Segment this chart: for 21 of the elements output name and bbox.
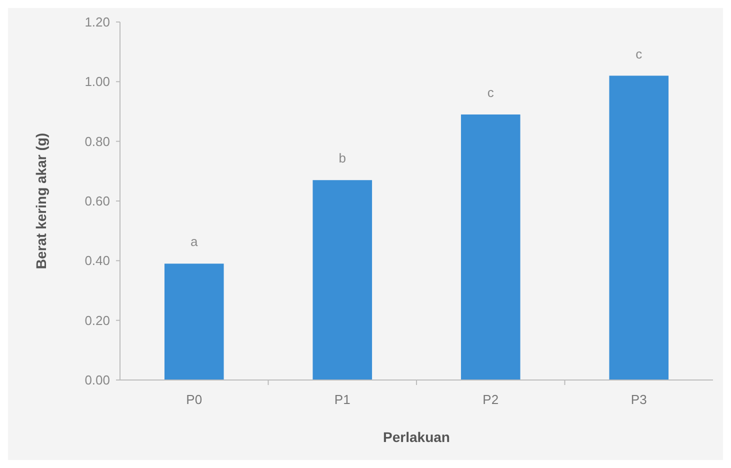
annotation: c bbox=[487, 85, 494, 100]
y-tick-label: 0.00 bbox=[84, 372, 110, 388]
x-tick-label: P1 bbox=[334, 392, 350, 407]
y-tick-label: 1.00 bbox=[84, 74, 110, 90]
annotation: b bbox=[338, 150, 346, 166]
x-tick-label: P2 bbox=[482, 392, 499, 407]
x-axis-title: Perlakuan bbox=[383, 429, 450, 445]
y-axis-title: Berat kering akar (g) bbox=[33, 132, 49, 270]
y-tick-label: 0.20 bbox=[84, 312, 110, 328]
x-tick-label: P3 bbox=[630, 392, 647, 407]
y-tick-label: 0.80 bbox=[84, 134, 110, 149]
bar bbox=[164, 264, 224, 380]
y-tick-label: 0.60 bbox=[84, 194, 110, 209]
bar bbox=[460, 114, 520, 380]
y-tick-label: 1.20 bbox=[84, 14, 110, 30]
x-tick-label: P0 bbox=[186, 392, 202, 407]
annotation: a bbox=[190, 234, 199, 250]
annotation: c bbox=[636, 46, 643, 62]
bar bbox=[312, 180, 372, 380]
y-tick-label: 0.40 bbox=[84, 253, 110, 268]
bar bbox=[609, 76, 669, 380]
